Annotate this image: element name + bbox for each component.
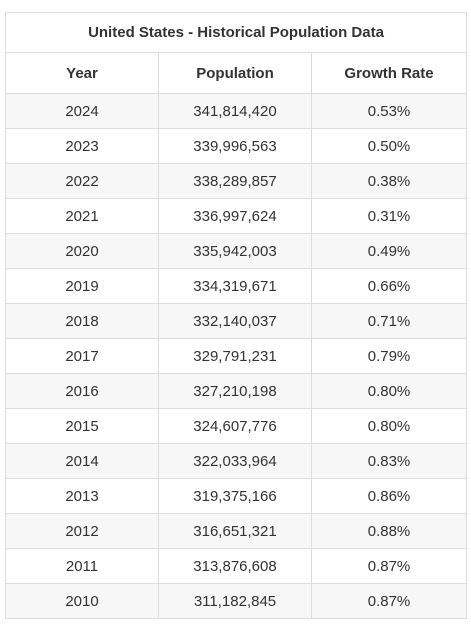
year-cell: 2022: [5, 163, 159, 199]
growth-rate-cell: 0.49%: [310, 233, 468, 269]
growth-rate-cell: 0.38%: [310, 163, 468, 199]
year-cell: 2011: [5, 548, 159, 584]
population-cell: 316,651,321: [158, 513, 312, 549]
growth-rate-cell: 0.66%: [310, 268, 468, 304]
population-cell: 332,140,037: [158, 303, 312, 339]
table-row: 2013 319,375,166 0.86%: [5, 478, 468, 514]
growth-rate-cell: 0.71%: [310, 303, 468, 339]
growth-rate-cell: 0.87%: [310, 583, 468, 619]
population-cell: 334,319,671: [158, 268, 312, 304]
growth-rate-cell: 0.80%: [310, 408, 468, 444]
table-row: 2014 322,033,964 0.83%: [5, 443, 468, 479]
growth-rate-cell: 0.88%: [310, 513, 468, 549]
population-cell: 339,996,563: [158, 128, 312, 164]
table-row: 2018 332,140,037 0.71%: [5, 303, 468, 339]
table-row: 2012 316,651,321 0.88%: [5, 513, 468, 549]
year-cell: 2015: [5, 408, 159, 444]
table-title: United States - Historical Population Da…: [4, 12, 468, 53]
column-header-growth-rate: Growth Rate: [310, 52, 468, 94]
population-table-container: United States - Historical Population Da…: [4, 12, 468, 619]
growth-rate-cell: 0.87%: [310, 548, 468, 584]
year-cell: 2019: [5, 268, 159, 304]
year-cell: 2020: [5, 233, 159, 269]
table-row: 2019 334,319,671 0.66%: [5, 268, 468, 304]
population-cell: 313,876,608: [158, 548, 312, 584]
column-header-year: Year: [5, 52, 159, 94]
table-row: 2017 329,791,231 0.79%: [5, 338, 468, 374]
table-title-row: United States - Historical Population Da…: [4, 12, 468, 53]
table-row: 2020 335,942,003 0.49%: [5, 233, 468, 269]
table-row: 2021 336,997,624 0.31%: [5, 198, 468, 234]
population-cell: 341,814,420: [158, 93, 312, 129]
table-row: 2022 338,289,857 0.38%: [5, 163, 468, 199]
table-row: 2016 327,210,198 0.80%: [5, 373, 468, 409]
growth-rate-cell: 0.50%: [310, 128, 468, 164]
year-cell: 2021: [5, 198, 159, 234]
table-row: 2010 311,182,845 0.87%: [5, 583, 468, 619]
year-cell: 2024: [5, 93, 159, 129]
population-cell: 319,375,166: [158, 478, 312, 514]
year-cell: 2013: [5, 478, 159, 514]
population-cell: 322,033,964: [158, 443, 312, 479]
year-cell: 2012: [5, 513, 159, 549]
table-body: 2024 341,814,420 0.53% 2023 339,996,563 0.50%…: [5, 93, 468, 619]
table-header-row: Year Population Growth Rate: [5, 52, 468, 94]
population-cell: 335,942,003: [158, 233, 312, 269]
growth-rate-cell: 0.83%: [310, 443, 468, 479]
growth-rate-cell: 0.79%: [310, 338, 468, 374]
year-cell: 2016: [5, 373, 159, 409]
growth-rate-cell: 0.53%: [310, 93, 468, 129]
population-cell: 329,791,231: [158, 338, 312, 374]
population-cell: 338,289,857: [158, 163, 312, 199]
population-cell: 324,607,776: [158, 408, 312, 444]
table-row: 2023 339,996,563 0.50%: [5, 128, 468, 164]
population-cell: 311,182,845: [158, 583, 312, 619]
growth-rate-cell: 0.80%: [310, 373, 468, 409]
population-cell: 327,210,198: [158, 373, 312, 409]
year-cell: 2023: [5, 128, 159, 164]
column-header-population: Population: [158, 52, 312, 94]
year-cell: 2014: [5, 443, 159, 479]
population-table: United States - Historical Population Da…: [4, 12, 468, 619]
year-cell: 2018: [5, 303, 159, 339]
population-cell: 336,997,624: [158, 198, 312, 234]
table-row: 2024 341,814,420 0.53%: [5, 93, 468, 129]
year-cell: 2017: [5, 338, 159, 374]
growth-rate-cell: 0.86%: [310, 478, 468, 514]
year-cell: 2010: [5, 583, 159, 619]
table-row: 2011 313,876,608 0.87%: [5, 548, 468, 584]
table-row: 2015 324,607,776 0.80%: [5, 408, 468, 444]
growth-rate-cell: 0.31%: [310, 198, 468, 234]
